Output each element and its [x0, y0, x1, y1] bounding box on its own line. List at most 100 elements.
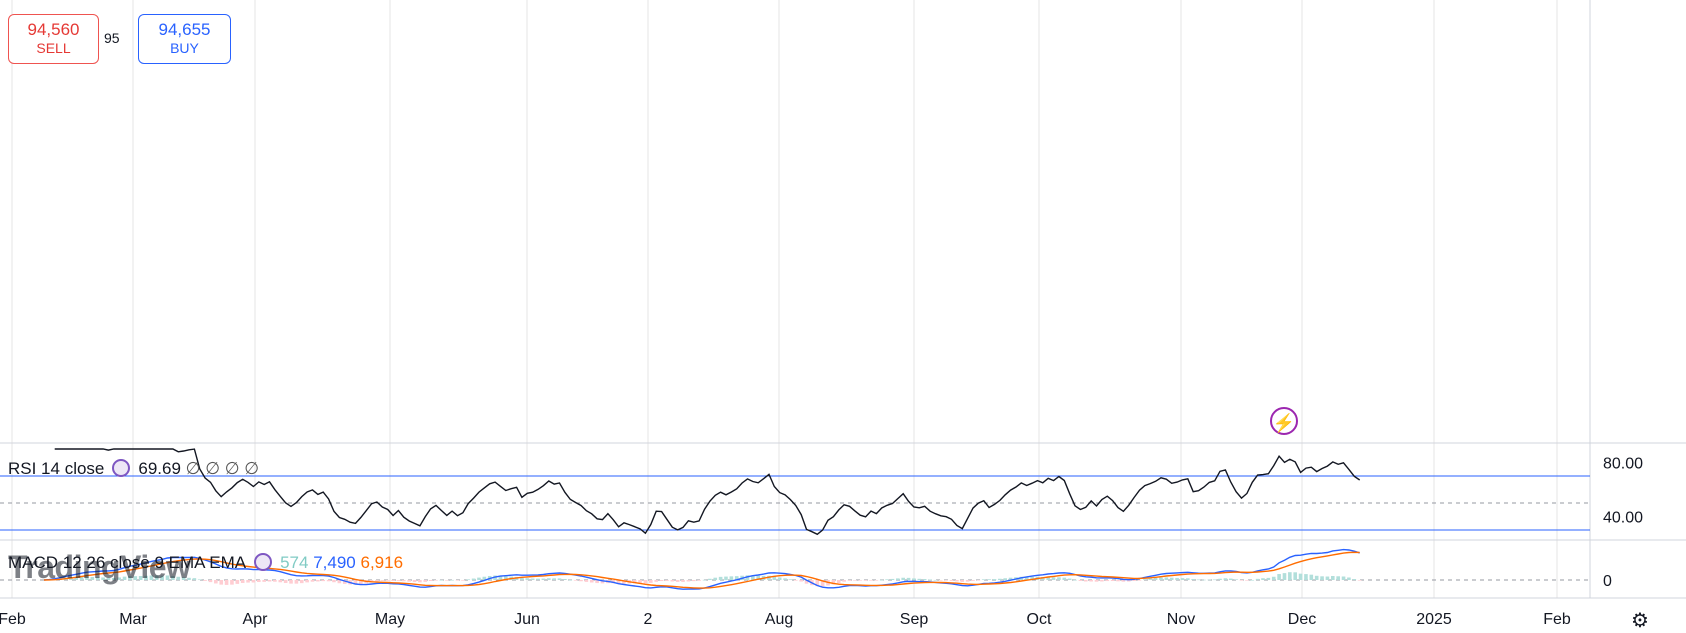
macd-histogram-bar [960, 580, 965, 582]
macd-histogram-bar [128, 576, 132, 580]
macd-histogram-bar [901, 577, 905, 580]
buy-price: 94,655 [158, 20, 211, 39]
macd-histogram-bar [992, 579, 997, 580]
macd-histogram-bar [504, 576, 508, 580]
macd-histogram-bar [1153, 578, 1158, 580]
macd-histogram-bar [251, 580, 256, 583]
macd-histogram-bar [713, 577, 718, 580]
macd-histogram-bar [1331, 576, 1335, 580]
macd-histogram-bar [573, 580, 578, 581]
macd-histogram-bar [1357, 580, 1362, 581]
macd-histogram-bar [616, 580, 621, 584]
macd-signal-value: 6,916 [360, 553, 404, 572]
macd-histogram-bar [1164, 577, 1169, 580]
macd-histogram-bar [557, 578, 562, 580]
macd-histogram-bar [836, 580, 841, 584]
macd-histogram-bar [326, 580, 331, 582]
macd-histogram-bar [208, 580, 213, 583]
macd-histogram-bar [95, 577, 100, 580]
macd-histogram-bar [160, 575, 164, 580]
macd-histogram-bar [106, 577, 111, 580]
macd-histogram-bar [418, 580, 422, 583]
settings-icon[interactable] [254, 553, 273, 571]
macd-histogram-bar [176, 576, 181, 580]
macd-histogram-bar [1336, 576, 1340, 580]
time-axis-label: Sep [900, 611, 929, 628]
gear-icon[interactable]: ⚙ [1631, 610, 1649, 632]
macd-histogram-bar [342, 580, 347, 584]
spread-value: 95 [104, 30, 120, 46]
rsi-legend[interactable]: RSI 14 close 69.69 ∅ ∅ ∅ ∅ [8, 459, 259, 479]
macd-histogram-bar [122, 576, 127, 580]
macd-histogram-bar [869, 580, 873, 581]
macd-histogram-bar [101, 577, 105, 580]
macd-histogram-bar [79, 576, 84, 580]
macd-histogram-bar [998, 578, 1002, 580]
macd-histogram-bar [278, 580, 283, 583]
macd-histogram-bar [751, 575, 755, 580]
macd-histogram-bar [428, 580, 433, 582]
sell-price: 94,560 [27, 20, 80, 39]
macd-histogram-bar [520, 577, 524, 580]
macd-histogram-bar [181, 577, 186, 580]
macd-histogram-bar [1073, 579, 1077, 581]
time-axis-label: 2025 [1416, 611, 1452, 628]
macd-histogram-bar [498, 575, 503, 580]
macd-histogram-bar [949, 580, 954, 581]
macd-histogram-bar [171, 575, 175, 580]
lightning-icon[interactable]: ⚡ [1270, 407, 1298, 435]
time-axis-label: Mar [119, 611, 147, 628]
macd-histogram-bar [890, 578, 895, 580]
macd-histogram-bar [1341, 576, 1346, 580]
macd-histogram-bar [745, 575, 750, 580]
macd-histogram-bar [310, 580, 315, 582]
macd-histogram-bar [133, 576, 138, 580]
macd-histogram-bar [401, 580, 406, 582]
macd-histogram-bar [380, 580, 385, 581]
macd-histogram-bar [1175, 577, 1179, 580]
macd-histogram-bar [257, 580, 261, 583]
macd-histogram-bar [670, 580, 675, 582]
macd-histogram-bar [1223, 578, 1228, 580]
macd-histogram-bar [455, 580, 460, 581]
macd-histogram-bar [1169, 577, 1174, 580]
macd-histogram-bar [316, 580, 320, 582]
macd-histogram-bar [1030, 576, 1034, 580]
sell-button[interactable]: 94,560 SELL [8, 14, 99, 64]
macd-histogram-bar [622, 580, 626, 584]
macd-legend[interactable]: MACD 12 26 close 9 EMA EMA 574 7,490 6,91… [8, 553, 403, 573]
macd-histogram-bar [359, 580, 363, 585]
macd-histogram-bar [546, 578, 551, 580]
macd-histogram-bar [772, 576, 777, 580]
macd-histogram-bar [197, 579, 202, 581]
macd-histogram-bar [154, 575, 159, 580]
macd-histogram-bar [1271, 576, 1276, 580]
macd-histogram-bar [858, 580, 863, 581]
rsi-tick-label: 80.00 [1603, 456, 1643, 473]
macd-histogram-bar [1003, 578, 1008, 580]
macd-histogram-bar [165, 575, 170, 580]
settings-icon[interactable] [112, 459, 131, 477]
macd-histogram-bar [536, 578, 540, 580]
macd-histogram-bar [1234, 579, 1238, 580]
macd-histogram-bar [589, 580, 594, 583]
macd-histogram-bar [965, 580, 970, 582]
macd-histogram-bar [224, 580, 229, 585]
time-axis-label: Nov [1167, 611, 1195, 628]
macd-histogram-bar [289, 580, 293, 584]
macd-histogram-bar [686, 580, 691, 582]
macd-histogram-bar [214, 580, 218, 584]
macd-histogram-bar [552, 578, 556, 580]
rsi-value: 69.69 [138, 459, 181, 478]
macd-histogram-bar [1100, 580, 1104, 582]
macd-histogram-bar [885, 579, 889, 580]
macd-histogram-bar [219, 580, 224, 585]
buy-button[interactable]: 94,655 BUY [138, 14, 231, 64]
rsi-tick-label: 40.00 [1603, 510, 1643, 527]
macd-histogram-bar [874, 580, 879, 581]
macd-histogram-bar [944, 580, 948, 581]
macd-histogram-bar [1116, 580, 1120, 582]
macd-histogram-bar [788, 579, 793, 580]
